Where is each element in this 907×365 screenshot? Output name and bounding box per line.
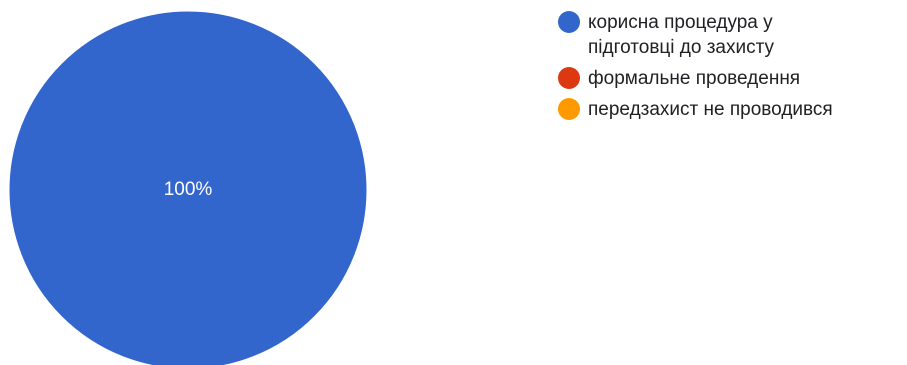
pie-slices [8,10,368,365]
pie-slice-labels: 100% [164,179,213,200]
legend-label-line: підготовці до захисту [588,37,775,58]
pie-slice[interactable] [8,10,368,365]
legend-swatch-formal [558,67,580,89]
legend-label-useful-procedure: корисна процедура у підготовці до захист… [588,10,774,60]
pie-slice-label: 100% [164,179,213,200]
legend-label-not-held: передзахист не проводився [588,99,833,120]
legend-swatch-useful-procedure [558,11,580,33]
legend-item-not-held[interactable]: передзахист не проводився [558,97,907,122]
legend-label-formal: формальне проведення [588,68,801,89]
legend-label-line: корисна процедура у [588,12,773,33]
legend-item-formal[interactable]: формальне проведення [558,66,907,91]
chart-legend: корисна процедура у підготовці до захист… [558,10,907,128]
legend-item-useful-procedure[interactable]: корисна процедура у підготовці до захист… [558,10,907,60]
pie-chart: 100% [8,10,368,365]
legend-swatch-not-held [558,98,580,120]
